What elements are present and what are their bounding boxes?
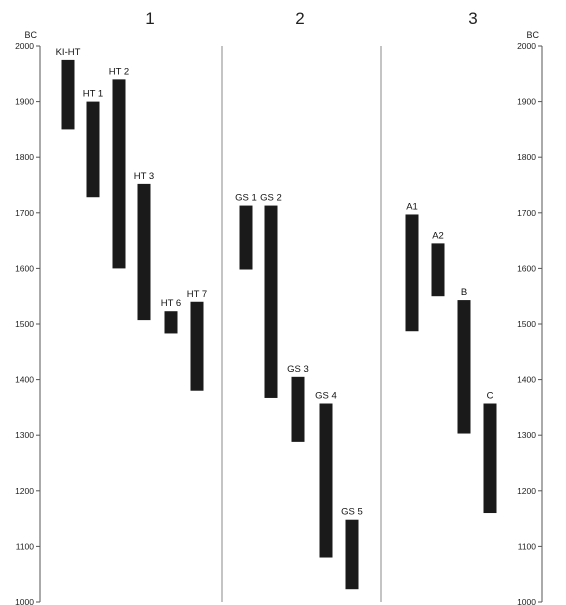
bar-ht-3	[137, 183, 151, 321]
bar-label: GS 5	[341, 507, 363, 518]
bar-label: GS 4	[315, 391, 337, 402]
bar-label: A1	[406, 201, 418, 212]
right-axis-tick-label: 2000	[517, 41, 536, 51]
right-axis-unit-label: BC	[526, 30, 539, 40]
bar-ht-1	[86, 101, 100, 198]
left-axis-unit-label: BC	[24, 30, 37, 40]
left-axis-tick-label: 1900	[15, 97, 34, 107]
bar-label: GS 1	[235, 193, 257, 204]
left-axis-tick-label: 1700	[15, 208, 34, 218]
bar-ht-6	[164, 311, 178, 334]
bar-label: A2	[432, 230, 444, 241]
left-axis-tick-label: 1800	[15, 152, 34, 162]
bar-label: HT 6	[161, 298, 181, 309]
bar-label: GS 3	[287, 364, 309, 375]
left-axis-tick-label: 1600	[15, 263, 34, 273]
right-axis-tick-label: 1400	[517, 375, 536, 385]
left-axis-tick-label: 1100	[16, 541, 35, 551]
panel-label-1: 1	[145, 9, 154, 28]
right-axis-tick-label: 1700	[517, 208, 536, 218]
left-axis-tick-label: 1500	[15, 319, 34, 329]
right-axis-tick-label: 1900	[517, 97, 536, 107]
right-axis-tick-label: 1100	[518, 541, 537, 551]
left-axis-tick-label: 2000	[15, 41, 34, 51]
bar-ht-7	[190, 301, 204, 391]
right-axis-tick-label: 1600	[517, 263, 536, 273]
bar-gs-5	[345, 519, 359, 590]
bar-label: HT 3	[134, 171, 154, 182]
bar-label: GS 2	[260, 193, 282, 204]
bar-label: KI-HT	[56, 47, 81, 58]
right-axis-tick-label: 1500	[517, 319, 536, 329]
right-axis-tick-label: 1200	[517, 486, 536, 496]
bar-a1	[405, 214, 419, 332]
bar-label: C	[487, 391, 494, 402]
panel-label-3: 3	[468, 9, 477, 28]
bar-gs-2	[264, 205, 278, 398]
bar-label: HT 1	[83, 89, 103, 100]
bar-c	[483, 403, 497, 514]
bar-a2	[431, 243, 445, 297]
right-axis-tick-label: 1800	[517, 152, 536, 162]
bar-label: HT 7	[187, 289, 207, 300]
bar-gs-3	[291, 376, 305, 442]
left-axis-tick-label: 1200	[15, 486, 34, 496]
right-axis-tick-label: 1300	[517, 430, 536, 440]
panel-label-2: 2	[295, 9, 304, 28]
bar-b	[457, 300, 471, 434]
left-axis-tick-label: 1300	[15, 430, 34, 440]
left-axis-tick-label: 1400	[15, 375, 34, 385]
right-axis-tick-label: 1000	[517, 597, 536, 605]
bar-label: HT 2	[109, 66, 129, 77]
left-axis-tick-label: 1000	[15, 597, 34, 605]
bar-label: B	[461, 287, 467, 298]
bar-ki-ht	[61, 59, 75, 130]
bar-ht-2	[112, 79, 126, 269]
bar-gs-1	[239, 205, 253, 270]
bar-gs-4	[319, 403, 333, 558]
